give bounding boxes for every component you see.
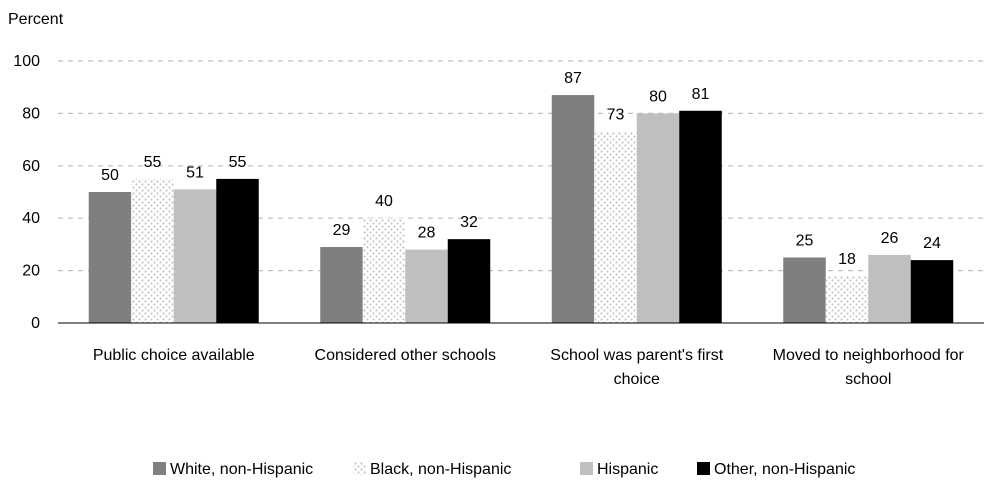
legend-swatch (580, 462, 593, 475)
y-tick-label: 40 (22, 210, 40, 227)
bar (910, 260, 954, 323)
y-tick-label: 100 (13, 53, 40, 70)
bars (88, 95, 954, 324)
bar-value-label: 51 (186, 164, 204, 181)
bar (320, 247, 363, 323)
legend-label: Hispanic (597, 461, 658, 478)
bar (362, 218, 406, 323)
y-axis-title: Percent (8, 11, 64, 28)
bar (594, 131, 637, 323)
bar (131, 178, 174, 323)
bar (679, 110, 722, 323)
bar-value-label: 40 (375, 193, 393, 210)
bar-value-label: 24 (923, 235, 941, 252)
bar (88, 192, 132, 323)
x-category-label: choice (614, 371, 660, 388)
y-axis-tick-labels: 0 20 40 60 80 100 (13, 53, 40, 332)
y-tick-label: 80 (22, 105, 40, 122)
bar-value-label: 50 (101, 167, 119, 184)
bar (783, 257, 826, 323)
bar-value-label: 80 (649, 88, 667, 105)
bar (173, 189, 217, 323)
legend-swatch (353, 462, 366, 475)
bar (447, 239, 491, 323)
bar (405, 249, 448, 323)
y-tick-label: 20 (22, 263, 40, 280)
x-category-label: Considered other schools (315, 347, 496, 364)
x-category-label: Moved to neighborhood for (773, 347, 965, 364)
x-category-label: School was parent's first (550, 347, 723, 364)
bar-value-label: 29 (333, 222, 351, 239)
bar-value-label: 81 (692, 86, 710, 103)
y-tick-label: 0 (31, 315, 40, 332)
legend-label: Black, non-Hispanic (370, 461, 511, 478)
legend-label: Other, non-Hispanic (714, 461, 855, 478)
bar-value-label: 32 (460, 214, 478, 231)
bar (868, 254, 911, 323)
bar (636, 113, 680, 324)
bar-value-label: 28 (418, 225, 436, 242)
x-axis-category-labels: Public choice available Considered other … (93, 347, 965, 388)
bar-value-label: 73 (607, 107, 625, 124)
legend-swatch (697, 462, 710, 475)
bar (825, 275, 869, 323)
x-category-label: school (845, 371, 891, 388)
y-tick-label: 60 (22, 158, 40, 175)
bar (216, 178, 259, 323)
legend: White, non-Hispanic Black, non-Hispanic Hi… (153, 461, 855, 478)
bar (551, 95, 595, 323)
x-category-label: Public choice available (93, 347, 255, 364)
bar-value-label: 25 (796, 233, 814, 250)
bar-value-label: 55 (229, 154, 247, 171)
bar-value-label: 55 (144, 154, 162, 171)
bar-value-label: 87 (564, 70, 582, 87)
legend-label: White, non-Hispanic (170, 461, 313, 478)
bar-value-label: 18 (838, 251, 856, 268)
legend-swatch (153, 462, 166, 475)
bar-value-label: 26 (881, 230, 899, 247)
data-labels: 50 55 51 55 29 40 28 32 87 73 80 81 25 18 26 24 (101, 70, 941, 268)
